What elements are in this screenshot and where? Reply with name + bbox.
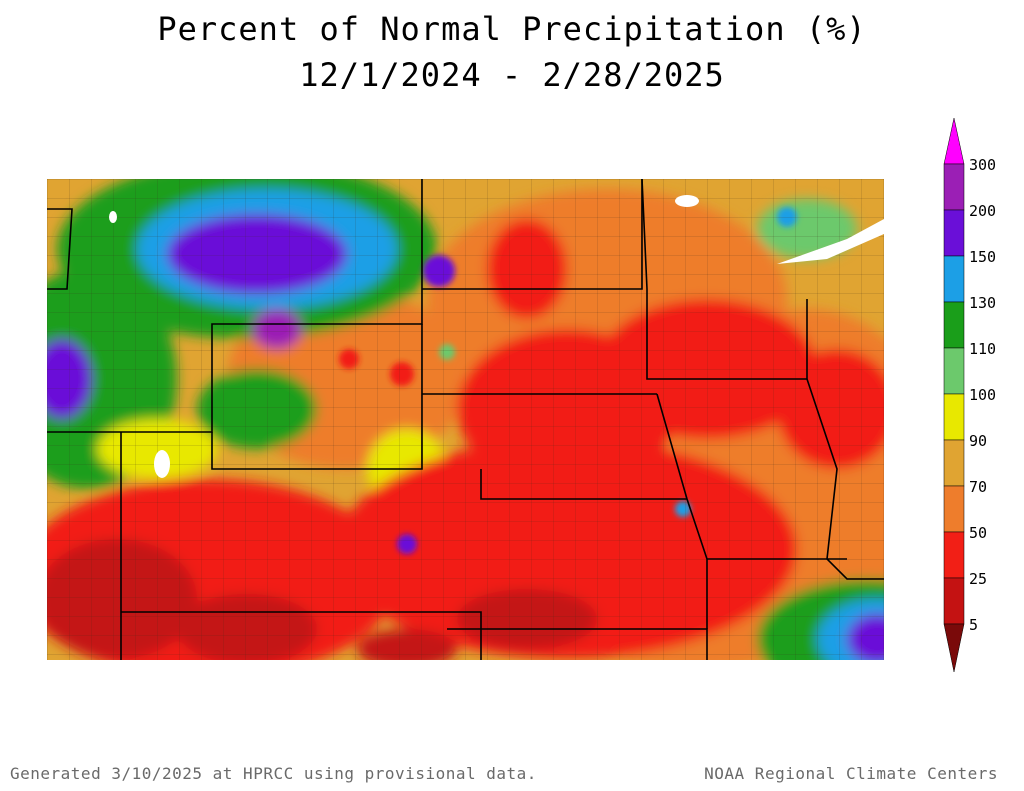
legend-arrow-bottom [943,623,965,673]
legend-box-50-70 [943,485,965,533]
legend-box-5-25 [943,577,965,625]
legend-box-90-100 [943,393,965,441]
legend-label: 100 [969,386,997,404]
legend-label: 150 [969,248,997,266]
credit-text: NOAA Regional Climate Centers [704,764,998,783]
map-title: Percent of Normal Precipitation (%) [157,10,867,48]
legend-box-150-200 [943,209,965,257]
map-date-range: 12/1/2024 - 2/28/2025 [299,56,725,94]
legend-label: 200 [969,202,997,220]
legend-label: 70 [969,478,988,496]
legend-box-70-90 [943,439,965,487]
legend-label: 130 [969,294,997,312]
legend-box-130-150 [943,255,965,303]
legend-label: 300 [969,156,997,174]
legend-box-25-50 [943,531,965,579]
legend-label: 90 [969,432,988,450]
legend-arrow-top [943,117,965,165]
legend-box-100-110 [943,347,965,395]
legend-box-200-300 [943,163,965,211]
legend-label: 25 [969,570,988,588]
legend-label: 110 [969,340,997,358]
legend-label: 50 [969,524,988,542]
legend-box-110-130 [943,301,965,349]
legend-label: 5 [969,616,979,634]
generated-note: Generated 3/10/2025 at HPRCC using provi… [10,764,537,783]
precipitation-map [47,179,884,660]
